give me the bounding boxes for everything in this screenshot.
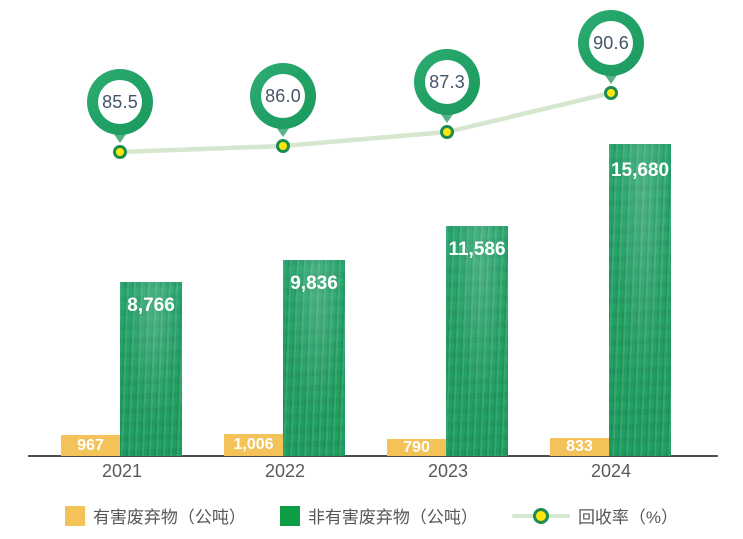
non-hazardous-bar-2023 bbox=[446, 226, 508, 456]
recovery-rate-badge-2021: 85.5 bbox=[87, 69, 153, 135]
recovery-rate-value-2022: 86.0 bbox=[261, 74, 305, 118]
x-axis-label-2024: 2024 bbox=[590, 461, 632, 481]
x-axis-label-2022: 2022 bbox=[264, 461, 306, 481]
legend-item-hazardous: 有害废弃物（公吨） bbox=[64, 503, 246, 528]
trend-marker-2022 bbox=[276, 139, 290, 153]
hazardous-bar-2022: 1,006 bbox=[224, 434, 283, 456]
recovery-rate-value-2023: 87.3 bbox=[425, 60, 469, 104]
legend: 有害废弃物（公吨） 非有害废弃物（公吨） 回收率（%） bbox=[0, 503, 743, 528]
recovery-rate-badge-2024: 90.6 bbox=[578, 10, 644, 76]
hazardous-bar-2024: 833 bbox=[550, 438, 609, 456]
hazardous-bar-label-2021: 967 bbox=[77, 436, 104, 454]
legend-swatch-hazardous bbox=[64, 505, 85, 526]
legend-item-recovery-rate: 回收率（%） bbox=[511, 503, 679, 528]
non-hazardous-bar-2024 bbox=[609, 144, 671, 456]
legend-label-non-hazardous: 非有害废弃物（公吨） bbox=[307, 508, 478, 527]
x-axis-label-2021: 2021 bbox=[101, 461, 143, 481]
recovery-rate-badge-2023: 87.3 bbox=[414, 49, 480, 115]
hazardous-bar-2023: 790 bbox=[387, 439, 446, 456]
legend-swatch-non-hazardous bbox=[279, 505, 300, 526]
trend-marker-2023 bbox=[440, 125, 454, 139]
trend-line-path bbox=[117, 90, 614, 155]
non-hazardous-bar-label-2021: 8,766 bbox=[127, 295, 175, 316]
legend-line-dot bbox=[532, 508, 549, 524]
non-hazardous-bar-label-2023: 11,586 bbox=[448, 239, 506, 260]
x-axis-line bbox=[28, 455, 718, 457]
hazardous-bar-2021: 967 bbox=[61, 435, 120, 456]
legend-item-non-hazardous: 非有害废弃物（公吨） bbox=[279, 503, 478, 528]
hazardous-bar-label-2023: 790 bbox=[403, 438, 430, 456]
hazardous-bar-label-2024: 833 bbox=[566, 438, 593, 455]
trend-marker-2021 bbox=[113, 145, 127, 159]
legend-line-marker-icon bbox=[511, 508, 570, 524]
non-hazardous-bar-2021 bbox=[120, 282, 182, 456]
legend-label-hazardous: 有害废弃物（公吨） bbox=[92, 508, 246, 527]
non-hazardous-bar-label-2022: 9,836 bbox=[290, 273, 338, 294]
x-axis-label-2023: 2023 bbox=[427, 461, 469, 481]
recovery-rate-value-2024: 90.6 bbox=[589, 21, 633, 65]
trend-marker-2024 bbox=[604, 86, 618, 100]
recovery-rate-badge-2022: 86.0 bbox=[250, 63, 316, 129]
non-hazardous-bar-label-2024: 15,680 bbox=[610, 160, 670, 181]
non-hazardous-bar-2022 bbox=[283, 260, 345, 456]
legend-label-recovery-rate: 回收率（%） bbox=[577, 508, 679, 527]
hazardous-bar-label-2022: 1,006 bbox=[233, 436, 274, 453]
recovery-rate-value-2021: 85.5 bbox=[98, 80, 142, 124]
